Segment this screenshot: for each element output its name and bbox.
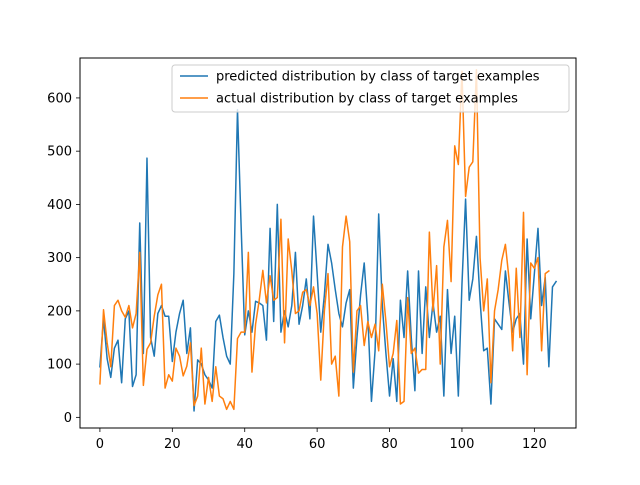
x-tick-label: 0 xyxy=(96,437,104,452)
series-line-1 xyxy=(99,108,558,412)
x-tick-label: 60 xyxy=(309,437,326,452)
y-tick-label: 500 xyxy=(47,145,72,160)
x-tick-label: 120 xyxy=(522,437,547,452)
x-tick-label: 20 xyxy=(164,437,181,452)
y-tick-label: 0 xyxy=(64,411,72,426)
legend-entry-2: actual distribution by class of target e… xyxy=(216,92,518,107)
legend: predicted distribution by class of targe… xyxy=(171,64,570,113)
legend-box xyxy=(171,64,570,113)
series-layer xyxy=(99,68,558,412)
y-tick-label: 100 xyxy=(47,358,72,373)
y-axis: 0 100 200 300 400 500 600 xyxy=(47,91,80,426)
x-axis: 0 20 40 60 80 100 120 xyxy=(96,428,547,452)
series-line-2 xyxy=(99,68,550,411)
legend-entry-1: predicted distribution by class of targe… xyxy=(216,70,540,85)
y-tick-label: 600 xyxy=(47,91,72,106)
x-tick-label: 100 xyxy=(450,437,475,452)
x-tick-label: 80 xyxy=(381,437,398,452)
y-tick-label: 400 xyxy=(47,198,72,213)
y-tick-label: 200 xyxy=(47,304,72,319)
y-tick-label: 300 xyxy=(47,251,72,266)
x-tick-label: 40 xyxy=(236,437,253,452)
plot-area xyxy=(79,57,577,429)
